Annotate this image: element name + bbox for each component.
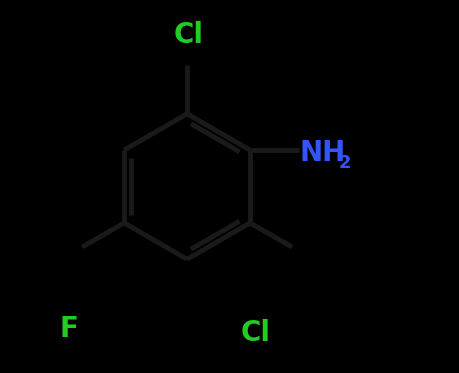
Text: Cl: Cl: [174, 21, 203, 50]
Text: F: F: [59, 315, 78, 343]
Text: NH: NH: [298, 139, 345, 167]
Text: Cl: Cl: [241, 319, 270, 347]
Text: 2: 2: [338, 154, 351, 172]
